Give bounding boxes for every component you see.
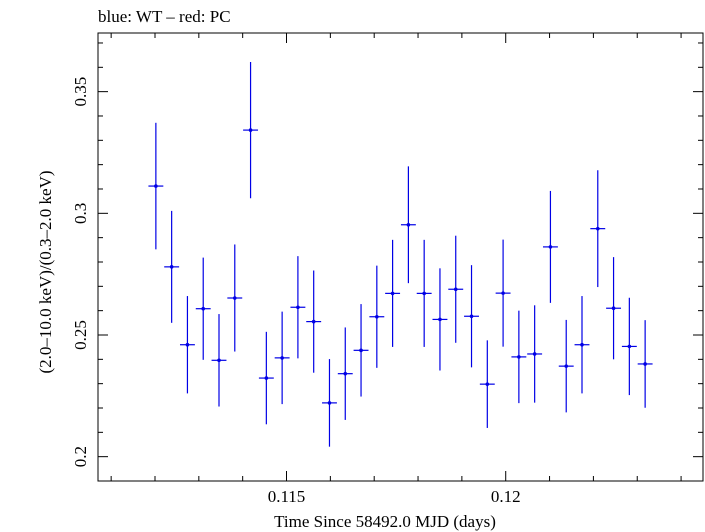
point-marker bbox=[501, 291, 505, 295]
data-point bbox=[243, 61, 259, 199]
data-point bbox=[574, 296, 590, 394]
data-point bbox=[637, 320, 653, 408]
point-marker bbox=[375, 314, 379, 319]
point-marker bbox=[517, 355, 521, 359]
plot-frame bbox=[97, 32, 704, 482]
point-marker bbox=[343, 371, 348, 376]
point-marker bbox=[327, 401, 332, 405]
series-wt bbox=[148, 61, 653, 447]
point-marker bbox=[311, 319, 316, 324]
x-axis-tick-labels: 0.115 0.12 bbox=[268, 487, 521, 506]
data-point bbox=[258, 331, 274, 425]
data-point bbox=[542, 190, 558, 303]
data-point bbox=[290, 256, 306, 359]
point-marker bbox=[264, 376, 269, 380]
data-point bbox=[606, 257, 622, 360]
data-point bbox=[195, 257, 211, 360]
data-point bbox=[385, 239, 401, 347]
point-marker bbox=[595, 226, 600, 231]
data-point bbox=[527, 305, 543, 403]
data-point bbox=[511, 310, 527, 404]
data-point bbox=[464, 265, 479, 368]
series-layer bbox=[148, 61, 653, 447]
y-tick-label: 0.3 bbox=[71, 203, 90, 224]
chart-title: blue: WT – red: PC bbox=[98, 7, 231, 26]
data-point bbox=[148, 122, 164, 250]
point-marker bbox=[406, 222, 411, 227]
point-marker bbox=[611, 306, 616, 311]
point-marker bbox=[280, 356, 284, 360]
data-point bbox=[353, 304, 369, 397]
point-marker bbox=[248, 128, 253, 132]
data-point bbox=[322, 359, 337, 447]
point-marker bbox=[390, 291, 395, 296]
x-tick-label: 0.12 bbox=[491, 487, 521, 506]
point-marker bbox=[643, 362, 647, 366]
point-marker bbox=[453, 287, 458, 292]
point-marker bbox=[169, 265, 174, 269]
y-axis-label: (2.0–10.0 keV)/(0.3–2.0 keV) bbox=[36, 170, 55, 373]
data-point bbox=[479, 340, 495, 428]
point-marker bbox=[438, 317, 442, 322]
data-point bbox=[432, 268, 448, 371]
point-marker bbox=[485, 382, 490, 386]
point-marker bbox=[580, 342, 584, 347]
x-tick-label: 0.115 bbox=[268, 487, 306, 506]
data-point bbox=[274, 311, 290, 405]
point-marker bbox=[232, 296, 237, 300]
point-marker bbox=[217, 358, 221, 363]
y-tick-label: 0.2 bbox=[71, 446, 90, 467]
point-marker bbox=[469, 314, 474, 319]
point-marker bbox=[296, 305, 300, 310]
data-point bbox=[416, 239, 432, 347]
data-point bbox=[227, 244, 243, 352]
point-marker bbox=[359, 348, 363, 353]
y-axis-ticks bbox=[98, 42, 703, 482]
point-marker bbox=[532, 352, 537, 356]
data-point bbox=[211, 314, 227, 407]
point-marker bbox=[154, 184, 158, 188]
point-marker bbox=[185, 342, 190, 347]
data-point bbox=[306, 270, 322, 373]
y-tick-label: 0.35 bbox=[71, 77, 90, 107]
point-marker bbox=[201, 306, 206, 311]
data-point bbox=[337, 327, 353, 420]
data-point bbox=[558, 319, 574, 413]
data-point bbox=[590, 170, 606, 288]
point-marker bbox=[548, 245, 553, 249]
data-point bbox=[400, 166, 416, 284]
point-marker bbox=[422, 291, 426, 296]
x-axis-label: Time Since 58492.0 MJD (days) bbox=[274, 512, 496, 531]
data-point bbox=[164, 210, 180, 323]
y-tick-label: 0.25 bbox=[71, 320, 90, 350]
data-point bbox=[495, 239, 511, 347]
x-axis-ticks bbox=[110, 33, 682, 481]
point-marker bbox=[564, 364, 569, 368]
data-point bbox=[448, 235, 464, 343]
point-marker bbox=[627, 344, 632, 349]
data-point bbox=[179, 296, 195, 394]
data-point bbox=[369, 265, 385, 368]
y-axis-tick-labels: 0.2 0.25 0.3 0.35 bbox=[71, 77, 90, 468]
data-point bbox=[621, 297, 637, 396]
